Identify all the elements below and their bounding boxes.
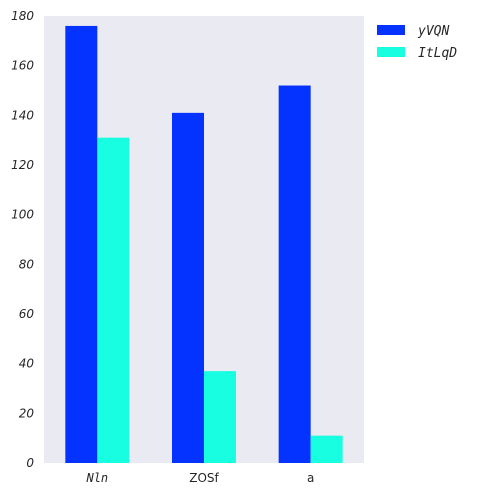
legend-label-yVQN: yVQN <box>417 24 449 39</box>
y-tick-label: 60 <box>19 307 35 321</box>
bar-yVQN-ZOSf <box>172 112 204 463</box>
y-tick-label: 180 <box>11 9 34 23</box>
y-tick-label: 120 <box>11 158 34 172</box>
y-tick-label: 100 <box>11 208 34 222</box>
bars-group <box>65 25 343 464</box>
y-tick-label: 20 <box>19 406 35 420</box>
bar-ItLqD-ZOSf <box>204 371 236 463</box>
y-axis-ticks: 0 20 40 60 80 100 120 140 160 180 <box>11 9 34 470</box>
y-tick-label: 140 <box>11 108 34 122</box>
legend-swatch-ItLqD <box>377 47 405 57</box>
x-tick-label: ZOSf <box>189 471 219 485</box>
x-axis-ticks: Nln ZOSf a <box>85 471 314 485</box>
legend-label-ItLqD: ItLqD <box>418 46 457 61</box>
y-tick-label: 40 <box>19 357 35 371</box>
y-tick-label: 0 <box>26 456 34 470</box>
bar-yVQN-a <box>278 85 311 464</box>
legend-swatch-yVQN <box>377 25 405 35</box>
legend: yVQN ItLqD <box>377 24 457 61</box>
x-tick-label: Nln <box>85 471 108 485</box>
bar-yVQN-Nln <box>65 25 98 464</box>
y-tick-label: 160 <box>11 59 34 73</box>
bar-ItLqD-Nln <box>97 137 130 463</box>
x-tick-label: a <box>307 471 314 485</box>
y-tick-label: 80 <box>19 257 35 271</box>
bar-ItLqD-a <box>310 435 343 463</box>
